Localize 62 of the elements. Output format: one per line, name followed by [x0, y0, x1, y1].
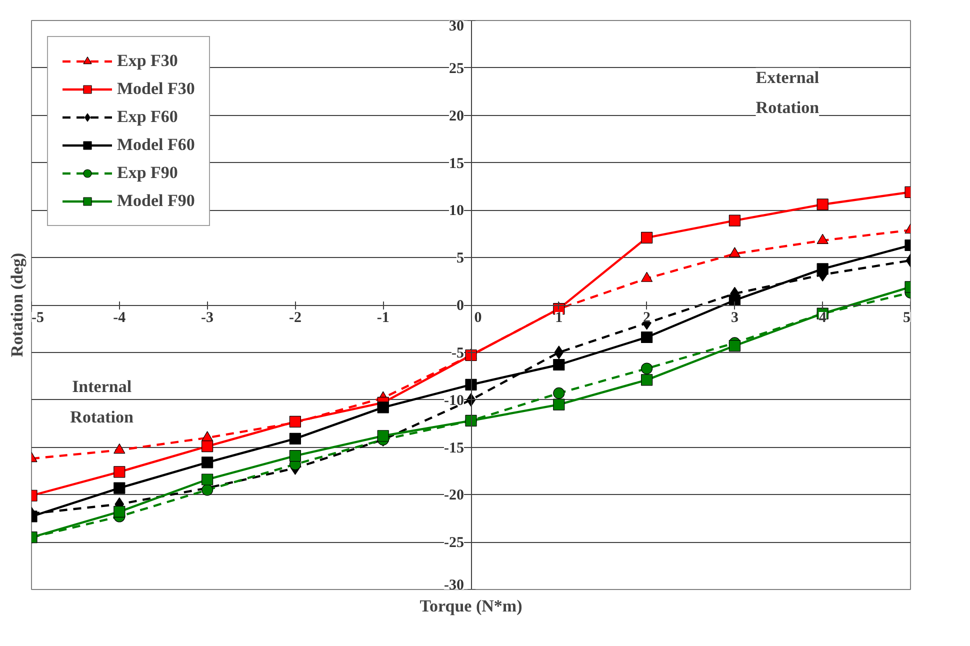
- point: [554, 346, 564, 360]
- y-tick-label: 20: [449, 108, 464, 124]
- y-tick-label: -15: [444, 440, 464, 456]
- y-tick-label: -30: [444, 578, 464, 594]
- point: [641, 362, 653, 374]
- x-axis-title: Torque (N*m): [420, 596, 522, 616]
- point: [553, 398, 565, 410]
- x-tick-label: -2: [288, 310, 302, 326]
- y-tick-label: -10: [444, 392, 464, 409]
- point: [377, 430, 389, 442]
- legend-label: Model F90: [117, 191, 195, 211]
- point: [289, 450, 301, 462]
- point: [202, 474, 214, 486]
- point: [114, 466, 126, 478]
- y-tick-label: 15: [449, 156, 464, 172]
- point: [202, 456, 214, 468]
- legend-label: Exp F90: [117, 163, 178, 183]
- point: [465, 414, 477, 426]
- point: [816, 234, 828, 244]
- y-tick-label: 25: [449, 60, 464, 77]
- point: [289, 432, 301, 445]
- legend-label: Model F30: [117, 79, 195, 99]
- annotation: Internal Rotation: [70, 377, 134, 426]
- point: [641, 232, 653, 244]
- x-tick-label: 3: [730, 310, 738, 326]
- annotation: External Rotation: [756, 68, 820, 118]
- x-tick-label: -3: [201, 310, 214, 326]
- y-tick-label: 0: [456, 298, 464, 314]
- point: [641, 272, 653, 282]
- x-tick-label: 5: [903, 310, 910, 326]
- point: [728, 214, 740, 226]
- x-tick-label: 2: [643, 310, 651, 326]
- point: [202, 484, 214, 496]
- point: [728, 247, 740, 258]
- x-tick-label: -1: [376, 310, 390, 326]
- y-axis-title: Rotation (deg): [8, 252, 26, 358]
- legend-label: Model F60: [117, 135, 195, 155]
- y-tick-label: 30: [449, 18, 464, 34]
- x-tick-label: -4: [113, 310, 126, 326]
- point: [553, 358, 565, 371]
- legend-label: Exp F60: [117, 107, 178, 127]
- y-tick-label: 10: [449, 203, 464, 220]
- y-tick-label: 5: [456, 250, 464, 267]
- x-tick-label: 0: [474, 310, 482, 326]
- legend-label: Exp F30: [117, 51, 178, 71]
- point: [465, 378, 477, 390]
- point: [641, 331, 653, 344]
- point: [816, 263, 828, 275]
- point: [728, 340, 740, 352]
- point: [114, 482, 126, 494]
- point: [553, 387, 565, 399]
- x-tick-label: 1: [555, 310, 563, 326]
- x-tick-label: 4: [818, 310, 827, 326]
- point: [641, 374, 653, 386]
- point: [816, 198, 828, 210]
- y-tick-label: -25: [444, 535, 464, 552]
- y-tick-label: -5: [452, 345, 464, 362]
- point: [377, 402, 389, 414]
- point: [202, 440, 214, 452]
- y-tick-label: -20: [444, 488, 464, 504]
- point: [114, 506, 126, 518]
- x-tick-label: -5: [32, 310, 44, 326]
